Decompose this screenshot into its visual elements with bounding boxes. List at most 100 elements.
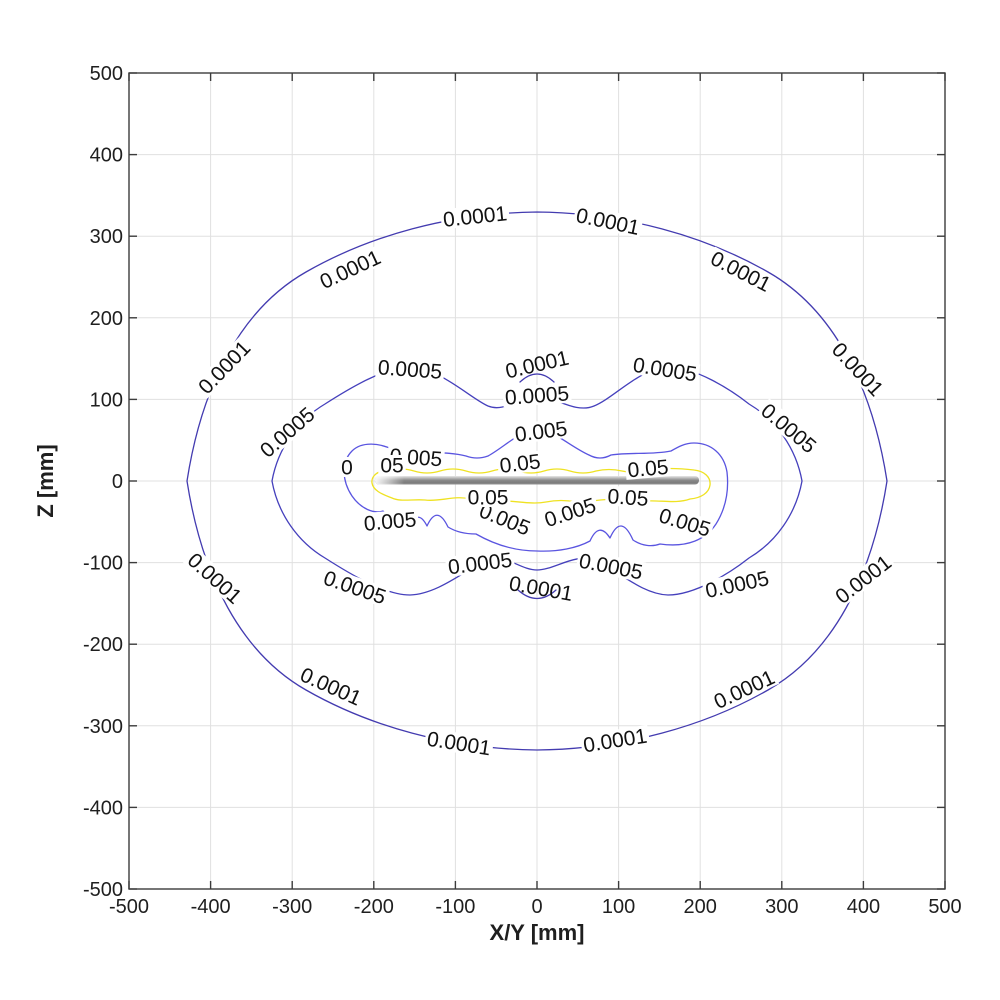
contour-label-mask — [193, 335, 255, 399]
contour-label-mask — [502, 382, 572, 408]
contour-label-group: 0.05 — [604, 485, 652, 511]
contour-label-group: 0.05 — [624, 456, 672, 482]
contour-label-mask — [423, 727, 495, 759]
contour-label-group: 0.0001 — [314, 245, 386, 294]
contour-label-mask — [182, 547, 248, 609]
y-tick-label: -100 — [83, 553, 123, 575]
contour-label-group: 0.0001 — [507, 572, 574, 606]
contour-label-mask — [540, 493, 600, 531]
y-tick-label: 300 — [90, 226, 123, 248]
contour-label-text: 0.0005 — [447, 549, 514, 580]
contour-label-mask — [629, 353, 701, 385]
contour-label-mask — [655, 504, 715, 540]
x-tick-label: -200 — [354, 896, 394, 918]
contour-label-mask — [496, 450, 544, 476]
contour-label-text: 0.0001 — [582, 725, 649, 758]
contour-label-mask — [440, 202, 510, 230]
contour-label-group: 0.0005 — [629, 353, 701, 387]
contour-label-group: 0.0005 — [575, 549, 647, 584]
contour-label-mask — [378, 455, 406, 475]
contour-label-text: 0.05 — [607, 485, 649, 511]
contour-label-group: 0.0001 — [423, 727, 495, 761]
contour-label-group: 05 — [378, 455, 406, 478]
contour-label-text: 0.0001 — [574, 204, 642, 240]
contour-label-group: 0.0005 — [375, 356, 445, 384]
contour-label-mask — [708, 665, 780, 713]
contour-label-text: 0.0005 — [504, 382, 570, 409]
contour-label-text: 0.0001 — [425, 728, 492, 761]
contour-label-group: 0.0005 — [756, 398, 822, 458]
contour-label-group: 0.0001 — [708, 665, 780, 714]
contour-lines — [186, 211, 888, 751]
contour-label-mask — [572, 204, 644, 238]
contour-label-mask — [511, 417, 571, 445]
contour-label-mask — [375, 356, 445, 382]
contour-label-text: 0.0005 — [631, 354, 698, 387]
radiator-bar — [375, 476, 699, 485]
contour-label-mask — [360, 508, 420, 534]
contour-label-text: 0.005 — [656, 504, 713, 541]
contour-label-group: 0.0001 — [827, 337, 889, 401]
contour-label-group: 0.0001 — [295, 662, 367, 711]
contour-label-mask — [706, 246, 776, 296]
x-tick-label: 100 — [602, 896, 635, 918]
axis-ticks — [128, 72, 946, 890]
contour-line-0.0001 — [519, 373, 555, 383]
x-tick-label: 0 — [531, 896, 542, 918]
contour-label-group: 0.0001 — [193, 335, 255, 399]
y-tick-label: -200 — [83, 634, 123, 656]
contour-label-group: 0.0001 — [706, 246, 776, 297]
contour-label-text: 0.0001 — [183, 549, 246, 609]
contour-label-text: 0.005 — [363, 508, 417, 535]
contour-label-text: 0.0005 — [377, 356, 443, 383]
contour-label-mask — [575, 549, 647, 583]
contour-label-mask — [756, 398, 822, 458]
x-tick-label: 200 — [684, 896, 717, 918]
y-tick-label: 400 — [90, 145, 123, 167]
x-axis-title: X/Y [mm] — [490, 920, 585, 945]
contour-label-text: 0.005 — [542, 494, 599, 532]
contour-label-mask — [339, 457, 355, 477]
y-tick-label: -500 — [83, 879, 123, 901]
contour-label-text: 0.0005 — [703, 567, 771, 603]
contour-label-group: 0.0005 — [254, 402, 320, 463]
contour-label-group: 0.005 — [360, 508, 420, 536]
x-tick-label: -100 — [435, 896, 475, 918]
contour-label-mask — [254, 402, 320, 462]
contour-label-group: 0.0001 — [572, 204, 644, 240]
contour-line-0.005 — [343, 428, 729, 552]
contour-label-group: 0.05 — [496, 450, 544, 478]
contour-label-mask — [295, 662, 367, 710]
contour-label-text: 0.0001 — [442, 202, 508, 232]
y-tick-label: 500 — [90, 63, 123, 85]
contour-label-mask — [624, 456, 672, 480]
contour-label-text: 0 — [341, 457, 353, 480]
contour-label-text: 05 — [380, 455, 403, 478]
contour-label-group: 0.0001 — [440, 202, 510, 232]
contour-label-mask — [827, 337, 889, 401]
contour-label-text: 0.0005 — [756, 399, 820, 458]
contour-label-group: 0.0005 — [502, 382, 572, 410]
contour-label-text: 0.05 — [498, 450, 541, 478]
contour-label-mask — [444, 548, 516, 578]
contour-label-text: 0.05 — [627, 456, 670, 482]
contour-label-text: 0.0001 — [507, 572, 574, 606]
y-axis-title: Z [mm] — [33, 444, 58, 517]
contour-label-group: 0.005 — [540, 493, 600, 532]
contour-label-mask — [319, 566, 391, 608]
contour-label-text: 0.005 — [514, 417, 569, 446]
contour-label-group: 0 — [339, 457, 355, 480]
contour-label-text: 0.0005 — [256, 403, 320, 462]
contour-label-mask — [475, 499, 535, 539]
contour-label-mask — [829, 550, 897, 608]
contour-label-text: 0.0005 — [321, 567, 389, 610]
contour-label-mask — [465, 487, 511, 507]
contour-label-group: 0.0001 — [579, 725, 651, 758]
x-tick-label: -500 — [109, 896, 149, 918]
contour-label-mask — [314, 245, 386, 293]
x-tick-label: -300 — [272, 896, 312, 918]
contour-label-group: 0.0001 — [182, 547, 248, 609]
contour-label-text: 0.0001 — [194, 337, 255, 399]
tick-labels: -500 -400 -300 -200 -100 0 100 200 300 400 500 -500… — [83, 63, 962, 918]
